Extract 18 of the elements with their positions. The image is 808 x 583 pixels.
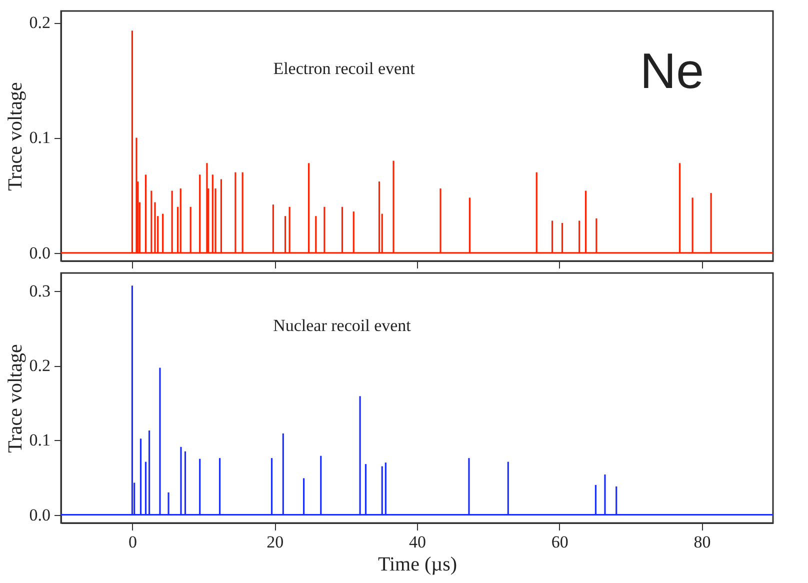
y-tick-label: 0.1 — [29, 128, 50, 148]
annotation: Electron recoil event — [273, 59, 416, 78]
annotation: Ne — [640, 43, 704, 99]
x-tick-label: 0 — [128, 532, 137, 552]
y-tick-label: 0.2 — [29, 356, 50, 376]
y-tick-label: 0.0 — [29, 243, 50, 262]
x-tick-label: 40 — [409, 532, 426, 552]
y-tick-label: 0.0 — [29, 505, 50, 524]
y-tick-label: 0.2 — [29, 13, 50, 32]
x-axis-title: Time (µs) — [378, 554, 458, 576]
x-tick-label: 80 — [694, 532, 711, 552]
x-tick-label: 20 — [266, 532, 284, 552]
y-tick-label: 0.3 — [29, 281, 50, 300]
y-tick-label: 0.1 — [29, 430, 50, 450]
y-axis-title: Trace voltage — [4, 344, 26, 453]
annotation: Nuclear recoil event — [273, 316, 412, 335]
x-tick-label: 60 — [551, 532, 568, 552]
y-axis-title: Trace voltage — [4, 82, 26, 191]
